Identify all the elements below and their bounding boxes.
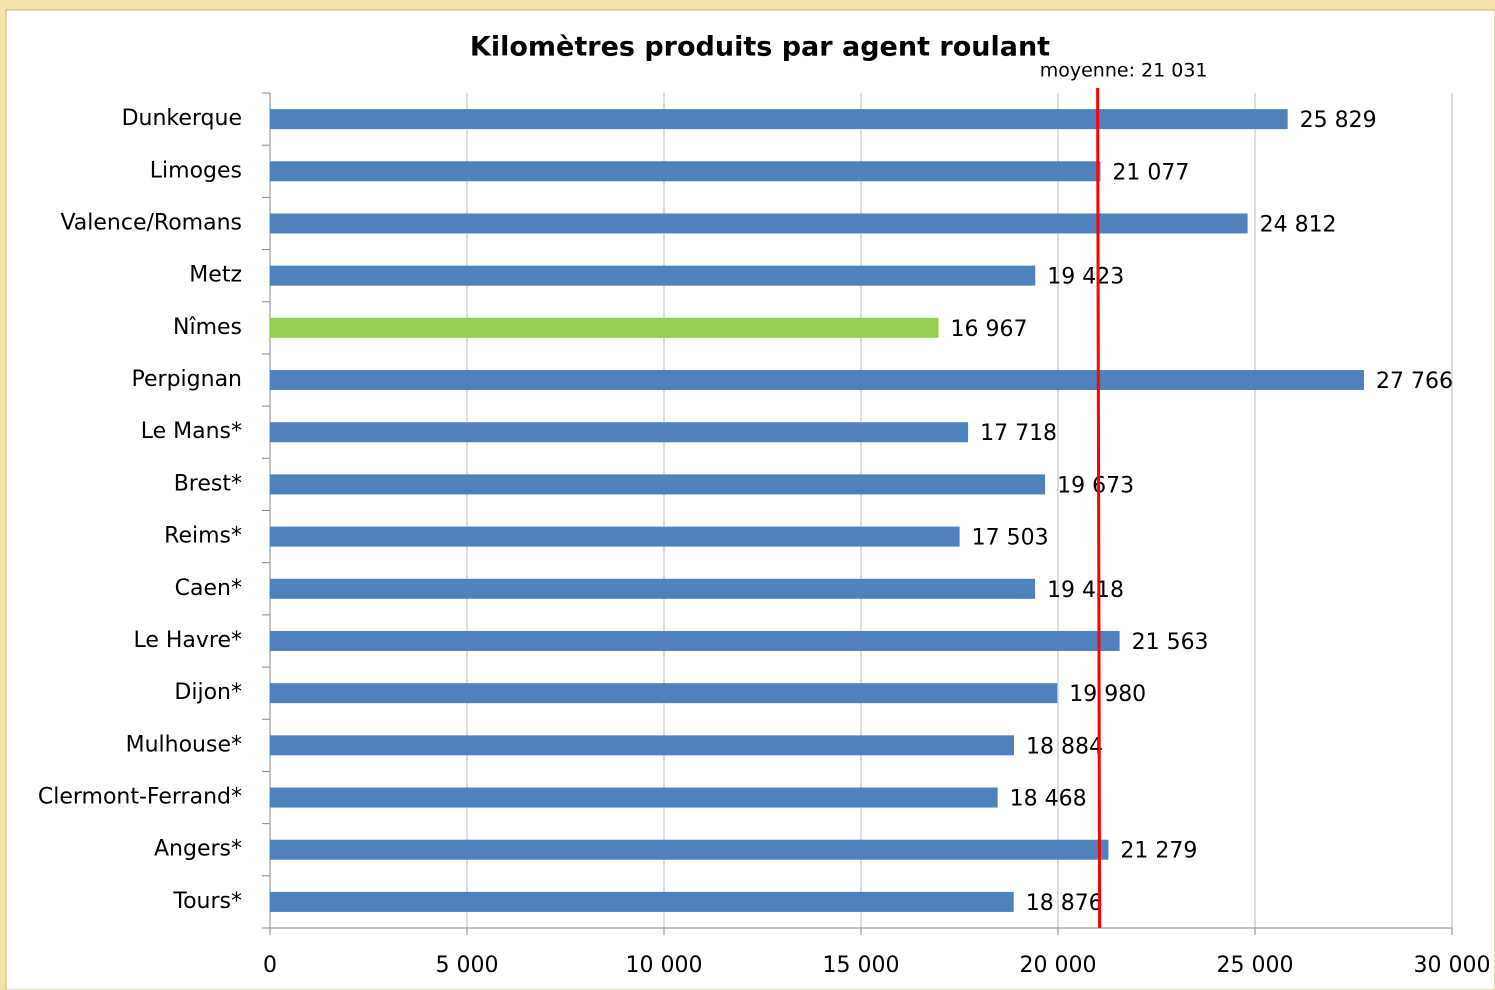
value-label: 21 077: [1112, 160, 1189, 185]
bar: [270, 683, 1058, 704]
reference-label: moyenne: 21 031: [1040, 60, 1208, 82]
x-tick-label: 5 000: [436, 953, 499, 978]
value-label: 19 423: [1047, 265, 1124, 290]
value-label: 17 503: [972, 526, 1049, 551]
bar: [270, 317, 939, 338]
y-tick-label: Dunkerque: [122, 106, 242, 131]
y-tick-label: Brest*: [174, 471, 242, 496]
bar: [270, 891, 1014, 912]
value-label: 18 876: [1026, 891, 1103, 916]
value-label: 17 718: [980, 421, 1057, 446]
x-tick-label: 10 000: [626, 953, 703, 978]
bar: [270, 474, 1046, 495]
value-label: 24 812: [1260, 212, 1337, 237]
y-tick-label: Metz: [189, 263, 242, 288]
y-tick-label: Reims*: [164, 524, 242, 549]
bar: [270, 839, 1109, 860]
value-label: 27 766: [1376, 369, 1453, 394]
bar: [270, 370, 1364, 391]
y-tick-label: Nîmes: [173, 315, 242, 340]
y-tick-label: Angers*: [154, 837, 242, 862]
y-tick-label: Clermont-Ferrand*: [38, 785, 242, 810]
y-tick-label: Valence/Romans: [60, 210, 242, 235]
bar: [270, 161, 1101, 182]
y-tick-label: Limoges: [150, 158, 242, 183]
x-tick-label: 0: [263, 953, 277, 978]
value-label: 18 884: [1026, 734, 1103, 759]
value-label: 19 673: [1057, 473, 1134, 498]
value-label: 21 563: [1132, 630, 1209, 655]
y-tick-label: Perpignan: [132, 367, 242, 392]
bar: [270, 526, 960, 547]
bar: [270, 630, 1120, 651]
value-label: 16 967: [950, 317, 1027, 342]
x-tick-label: 15 000: [823, 953, 900, 978]
x-tick-label: 20 000: [1020, 953, 1097, 978]
value-label: 18 468: [1010, 787, 1087, 812]
reference-line: [1096, 87, 1102, 929]
bar: [270, 578, 1036, 599]
y-tick-label: Le Mans*: [141, 419, 242, 444]
bar: [270, 787, 998, 808]
y-tick-label: Dijon*: [174, 680, 242, 705]
bar: [270, 213, 1248, 234]
y-tick-label: Le Havre*: [133, 628, 242, 653]
value-label: 19 418: [1047, 578, 1124, 603]
y-tick-label: Mulhouse*: [126, 732, 242, 757]
x-tick-label: 30 000: [1414, 953, 1491, 978]
x-tick-label: 25 000: [1217, 953, 1294, 978]
y-tick-label: Caen*: [175, 576, 242, 601]
bar: [270, 265, 1036, 286]
bar: [270, 422, 969, 443]
bar: [270, 735, 1015, 756]
value-label: 19 980: [1069, 682, 1146, 707]
y-tick-label: Tours*: [172, 889, 242, 914]
bar: [270, 109, 1288, 130]
value-label: 25 829: [1300, 108, 1377, 133]
value-label: 21 279: [1120, 839, 1197, 864]
chart-title: Kilomètres produits par agent roulant: [470, 32, 1050, 63]
